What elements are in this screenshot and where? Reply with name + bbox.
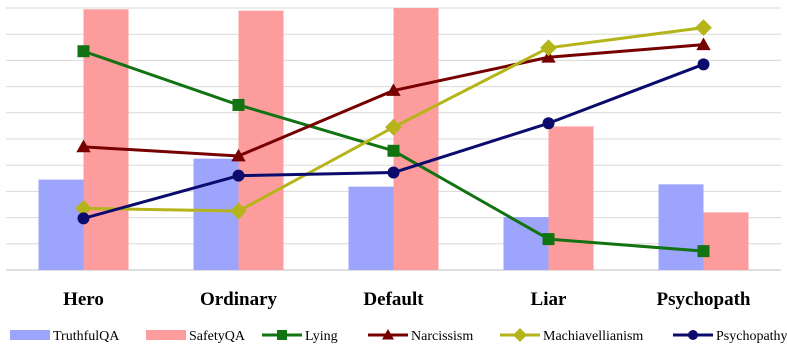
legend: TruthfulQA SafetyQA Lying Narcissism Machiav… xyxy=(10,328,787,344)
category-label-hero: Hero xyxy=(63,289,104,310)
legend-label: Machiavellianism xyxy=(543,329,643,344)
legend-label: Narcissism xyxy=(411,329,473,344)
category-label-psychopath: Psychopath xyxy=(657,289,751,310)
bar-safetyqa-psychopath xyxy=(703,212,749,270)
point-lying-liar xyxy=(542,233,555,246)
legend-marker xyxy=(688,330,698,340)
legend-item-lying: Lying xyxy=(262,329,338,344)
point-machiavellianism-psychopath xyxy=(695,19,712,37)
category-labels: Hero Ordinary Default Liar Psychopath xyxy=(63,289,751,310)
bars xyxy=(38,8,749,271)
legend-marker xyxy=(277,330,287,340)
point-psychopathy-psychopath xyxy=(697,58,710,71)
legend-item-safetyqa: SafetyQA xyxy=(146,329,246,344)
point-machiavellianism-ordinary xyxy=(230,202,247,220)
legend-label: SafetyQA xyxy=(189,329,246,344)
point-lying-psychopath xyxy=(697,245,710,258)
legend-swatch xyxy=(146,330,186,340)
legend-swatch xyxy=(10,330,50,340)
point-machiavellianism-hero xyxy=(75,200,92,217)
category-label-liar: Liar xyxy=(531,289,567,310)
legend-label: TruthfulQA xyxy=(53,329,120,344)
bar-truthfulqa-default xyxy=(348,186,394,270)
bar-safetyqa-default xyxy=(393,8,439,270)
point-narcissism-default xyxy=(386,83,401,96)
legend-item-truthfulqa: TruthfulQA xyxy=(10,329,120,344)
legend-item-narcissism: Narcissism xyxy=(368,329,473,344)
point-lying-ordinary xyxy=(232,98,245,111)
point-psychopathy-liar xyxy=(542,117,555,130)
point-psychopathy-hero xyxy=(77,212,90,225)
category-label-ordinary: Ordinary xyxy=(200,289,278,310)
point-psychopathy-default xyxy=(387,166,400,179)
series-markers xyxy=(75,19,712,258)
legend-marker xyxy=(513,328,527,342)
point-narcissism-liar xyxy=(541,50,556,63)
legend-label: Psychopathy xyxy=(716,329,787,344)
legend-item-machiavellianism: Machiavellianism xyxy=(500,328,643,344)
point-psychopathy-ordinary xyxy=(232,169,245,182)
bar-safetyqa-liar xyxy=(548,126,594,270)
category-label-default: Default xyxy=(363,289,424,310)
point-machiavellianism-default xyxy=(385,118,402,136)
point-lying-hero xyxy=(77,45,90,58)
point-narcissism-hero xyxy=(76,139,91,153)
bar-truthfulqa-hero xyxy=(38,179,84,270)
point-narcissism-psychopath xyxy=(696,37,711,51)
legend-item-psychopathy: Psychopathy xyxy=(673,329,787,344)
point-machiavellianism-liar xyxy=(540,39,557,57)
legend-label: Lying xyxy=(305,329,338,344)
bar-safetyqa-hero xyxy=(83,9,129,271)
point-narcissism-ordinary xyxy=(231,148,246,162)
point-lying-default xyxy=(387,144,400,157)
bar-truthfulqa-ordinary xyxy=(193,158,239,270)
bar-truthfulqa-psychopath xyxy=(658,184,704,270)
legend-marker xyxy=(382,329,394,340)
